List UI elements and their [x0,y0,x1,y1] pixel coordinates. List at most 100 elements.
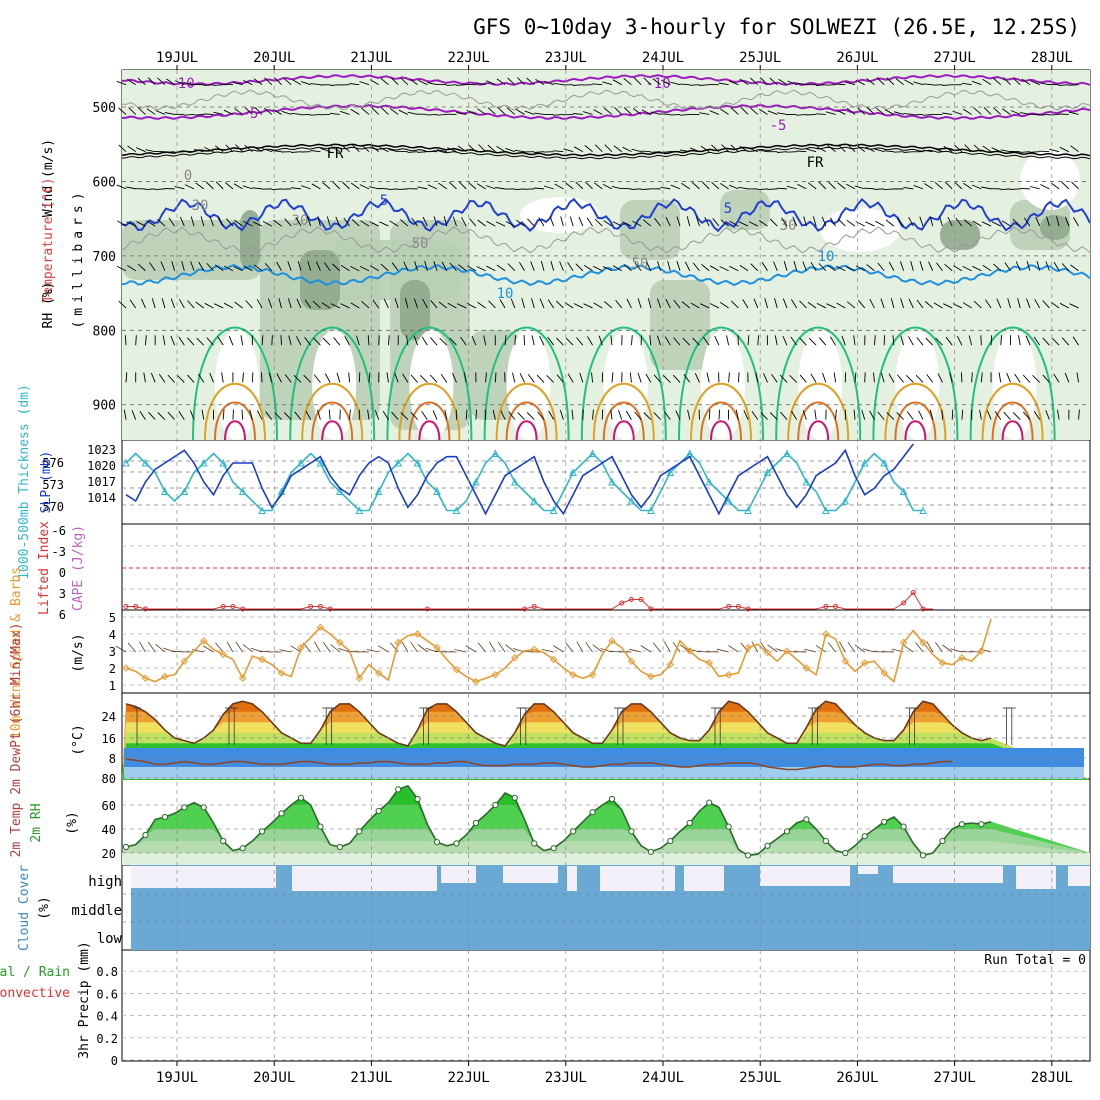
wind-barb [748,147,758,153]
wind-barb [903,186,914,190]
wind-barb [565,182,574,190]
wind-barb [695,216,700,227]
dewpoint-lower-band [124,767,1084,779]
wind-barb [575,263,584,272]
wind-barb [456,84,467,86]
wind-barb [711,144,720,152]
wind-barb [846,220,856,227]
wind-barb [151,298,156,309]
wind-barb [252,187,263,190]
wind-barb [356,335,360,346]
wind-barb [126,79,136,86]
wind10-line-point [452,665,461,674]
wind-barb [592,409,594,420]
wind-barb [647,298,652,309]
wind-barb [718,409,721,420]
wind-barb [876,107,885,115]
isotherm-loop [483,326,570,441]
thickness-line-point [666,468,675,476]
wind-barb [359,265,370,272]
cloud-gap [441,866,476,883]
rh-line-point [317,823,324,830]
wind-barb [344,336,350,346]
wind-barb [622,221,632,227]
wind-barb [1010,188,1021,190]
wind-barb [962,108,972,115]
wind-barb [694,373,700,383]
wind10-line-point [627,657,636,665]
wind-barb [837,182,846,190]
wind-barb [1045,410,1050,420]
wind-barb [161,298,166,309]
thickness-line-point [122,458,130,467]
wind-barb [728,184,739,190]
wind-barb [526,77,535,86]
isotherm-loop [700,401,742,441]
rh-tick-label: 40 [102,823,116,837]
wind-barb [569,216,574,227]
rh-line-point [395,786,402,793]
bottom-date-label: 20JUL [253,1070,295,1086]
isotherm-loop [981,382,1044,441]
wind-barb [634,262,642,272]
wind-barb [313,337,321,346]
wind10-barb [115,645,127,653]
wind-barb [961,82,972,86]
wind-barb [1050,182,1060,190]
wind-barb [351,144,360,152]
wind10-line-point [530,645,538,654]
wind-barb [254,107,263,115]
top-date-label: 25JUL [739,50,781,66]
wind-barb [372,299,380,309]
wind10-line-point [258,655,266,664]
wind-barb [787,80,797,86]
wind-barb [283,77,292,86]
wind10-barb [497,641,506,653]
wind-barb [1042,300,1050,309]
wind-barb [284,374,292,383]
wind-barb [234,219,243,227]
wind-barb [602,81,613,86]
wind-barb [168,217,175,227]
wind10-line-point [861,659,869,667]
wind-barb [637,372,642,383]
wind10-line-point [219,650,227,659]
wind-barb [973,144,982,152]
thickness-line-point [919,506,927,514]
rh-line-point [161,813,168,821]
precip-total-label: Total / Rain [0,965,70,980]
wind-barb [1036,260,1041,271]
wind-barb [877,262,885,272]
wind-barb [217,336,224,346]
wind-barb [890,298,895,309]
wind-barb [951,409,954,420]
upper-air-labels: Wind (m/s) Temperature (°C) RH (%) (mill… [41,139,86,329]
wind-barb [512,372,516,383]
wind-barb [684,261,691,271]
wind-barb [147,77,156,85]
wind-barb [391,262,399,272]
wind10-barb [903,644,914,653]
wind-barb [234,301,243,309]
wind10-line-point [822,630,830,638]
wind-barb [631,148,642,153]
wind-barb [253,146,263,153]
wind-barb [972,184,982,190]
dry-core [820,208,900,252]
wind-barb [751,411,759,420]
wind-barb [533,151,544,153]
wind-barb [398,109,409,115]
wind-barb [779,374,788,383]
contour-label: -5 [770,118,787,134]
li-tick-label: 3 [59,587,66,601]
wind-barb [796,82,807,86]
wind-barb [782,298,788,309]
rh-line-point [861,833,868,840]
wind-barb [771,373,778,383]
wind-barb [287,261,292,271]
wind-barb [531,298,535,309]
wind-barb [980,372,983,383]
wind-barb [540,260,545,271]
wind-barb [193,113,204,116]
wind-barb [681,182,691,190]
